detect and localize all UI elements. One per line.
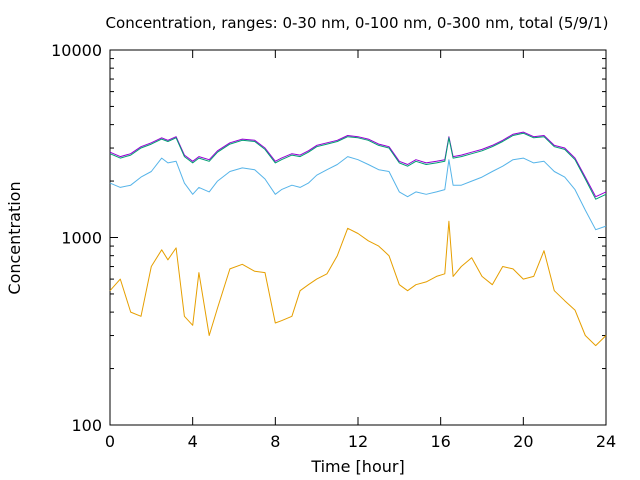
x-axis-label: Time [hour] bbox=[310, 457, 404, 476]
y-minor-ticks bbox=[110, 58, 606, 370]
series-line-1 bbox=[109, 131, 607, 198]
y-tick-label: 10000 bbox=[51, 41, 102, 60]
major-ticks bbox=[109, 49, 607, 426]
series-line-4 bbox=[109, 220, 607, 347]
series-line-2 bbox=[109, 132, 607, 200]
series-line-3 bbox=[109, 156, 607, 231]
x-tick-labels: 0 4 8 12 16 20 24 bbox=[105, 432, 616, 451]
x-tick-label: 4 bbox=[188, 432, 198, 451]
x-tick-label: 0 bbox=[105, 432, 115, 451]
y-tick-labels: 100 1000 10000 bbox=[51, 41, 102, 435]
y-tick-label: 100 bbox=[71, 416, 102, 435]
plot-frame bbox=[109, 49, 607, 426]
x-tick-label: 24 bbox=[596, 432, 616, 451]
x-tick-label: 8 bbox=[270, 432, 280, 451]
series-lines bbox=[109, 131, 607, 347]
y-tick-label: 1000 bbox=[61, 229, 102, 248]
chart-title: Concentration, ranges: 0-30 nm, 0-100 nm… bbox=[106, 14, 609, 32]
x-tick-label: 20 bbox=[513, 432, 533, 451]
x-tick-label: 12 bbox=[348, 432, 368, 451]
y-axis-label: Concentration bbox=[5, 181, 24, 294]
x-tick-label: 16 bbox=[430, 432, 450, 451]
